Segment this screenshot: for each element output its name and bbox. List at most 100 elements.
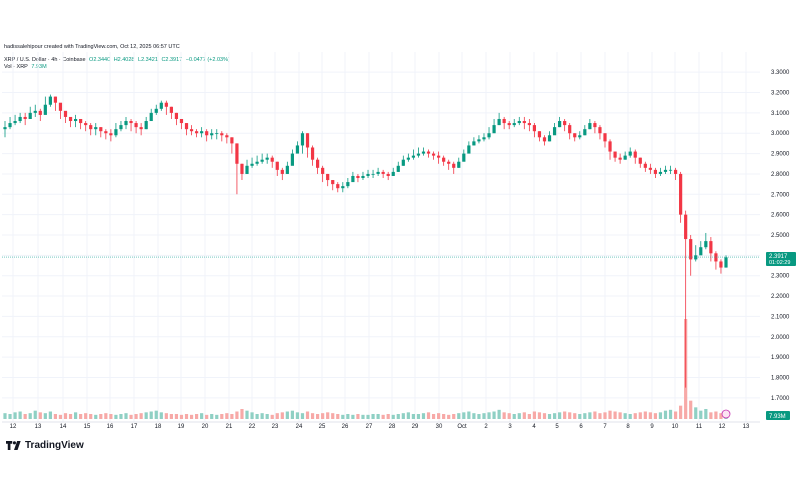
- volume-bar: [542, 413, 547, 419]
- volume-bar: [598, 413, 602, 419]
- price-tick-label: 1.7000: [771, 396, 790, 402]
- candle-body: [381, 171, 385, 174]
- volume-bar: [104, 413, 108, 419]
- volume-bar: [699, 410, 703, 419]
- time-tick-label: Oct: [457, 424, 467, 430]
- volume-bar: [250, 412, 254, 419]
- volume-bar: [169, 414, 173, 419]
- candle-body: [194, 131, 199, 134]
- change-value: −0.0477 (+2.03%): [185, 57, 230, 63]
- volume-bar: [628, 414, 632, 419]
- chart-credit: hadissalehipour created with TradingView…: [4, 44, 180, 50]
- candle-body: [13, 121, 17, 124]
- volume-bar: [68, 414, 73, 419]
- candle-body: [129, 121, 133, 124]
- volume-bar: [376, 414, 380, 419]
- volume-bar: [119, 414, 123, 419]
- volume-bar: [154, 410, 158, 419]
- candle-body: [114, 129, 118, 136]
- volume-bar: [421, 413, 426, 419]
- volume-bar: [527, 414, 531, 419]
- volume-bar: [568, 412, 572, 419]
- symbol-title[interactable]: XRP / U.S. Dollar · 4h · Coinbase: [4, 57, 86, 63]
- candle-body: [648, 167, 652, 170]
- candle-body: [623, 155, 627, 160]
- candle-body: [99, 127, 103, 132]
- volume-bar: [109, 414, 113, 419]
- candle-body: [431, 153, 436, 156]
- volume-bar: [361, 414, 365, 419]
- volume-bar: [462, 412, 466, 419]
- candle-body: [512, 123, 516, 126]
- price-tick-label: 2.5000: [771, 233, 790, 239]
- volume-bar: [351, 414, 355, 419]
- volume-bar: [321, 413, 325, 419]
- price-tick-label: 2.3000: [771, 274, 790, 280]
- event-marker-icon[interactable]: [721, 409, 731, 419]
- volume-bar: [522, 412, 526, 419]
- candle-body: [437, 155, 441, 158]
- candle-body: [79, 118, 83, 124]
- volume-bar: [210, 414, 214, 419]
- candle-body: [532, 125, 537, 132]
- candle-body: [502, 118, 506, 124]
- volume-bar: [255, 414, 259, 419]
- volume-bar: [623, 413, 627, 419]
- candle-body: [421, 151, 426, 154]
- candle-body: [174, 112, 179, 119]
- candle-body: [643, 163, 647, 168]
- volume-bar: [663, 410, 668, 419]
- volume-bar: [84, 413, 88, 419]
- candle-body: [658, 171, 663, 174]
- candles: [3, 94, 728, 388]
- volume-bar: [517, 413, 521, 419]
- volume-bar: [502, 412, 506, 419]
- candle-body: [613, 151, 617, 158]
- time-tick-label: 20: [202, 424, 209, 430]
- volume-bar: [381, 414, 385, 419]
- candle-body: [442, 157, 446, 162]
- price-tick-label: 3.0000: [771, 131, 790, 137]
- volume-bar: [694, 407, 698, 419]
- candle-body: [356, 175, 360, 179]
- candle-body: [265, 157, 269, 160]
- volume-badge: [766, 411, 790, 420]
- candle-body: [573, 133, 577, 138]
- volume-bar: [63, 413, 68, 419]
- volume-bar: [215, 414, 219, 419]
- volume-bar: [613, 411, 617, 419]
- candle-body: [28, 112, 32, 119]
- candle-body: [416, 153, 421, 156]
- candle-body: [517, 121, 521, 124]
- candle-body: [653, 169, 658, 174]
- brand-name: TradingView: [25, 440, 84, 451]
- volume-bar: [386, 414, 390, 419]
- volume-label[interactable]: Vol · XRP: [4, 64, 28, 70]
- volume-value: 7.93M: [31, 64, 47, 70]
- candle-body: [346, 182, 350, 187]
- candle-body: [38, 110, 42, 115]
- candle-body: [326, 173, 330, 181]
- tradingview-logo[interactable]: TradingView: [6, 440, 84, 451]
- candle-body: [487, 133, 491, 138]
- candle-body: [376, 171, 380, 174]
- volume-bar: [578, 414, 582, 419]
- candle-body: [386, 173, 390, 176]
- volume-bar: [416, 414, 421, 419]
- volume-bar: [58, 414, 63, 419]
- candle-body: [492, 125, 496, 134]
- price-tick-label: 2.9000: [771, 152, 790, 158]
- volume-bar: [341, 414, 345, 419]
- volume-bar: [99, 414, 103, 419]
- volume-row: Vol · XRP 7.93M: [4, 64, 232, 71]
- candle-body: [8, 123, 12, 128]
- candle-body: [215, 133, 219, 135]
- candle-body: [603, 133, 607, 142]
- volume-bar: [537, 412, 542, 419]
- volume-bar: [280, 412, 284, 419]
- volume-bar: [184, 414, 189, 419]
- volume-bar: [447, 414, 451, 419]
- time-tick-label: 11: [696, 424, 703, 430]
- candle-body: [134, 123, 138, 128]
